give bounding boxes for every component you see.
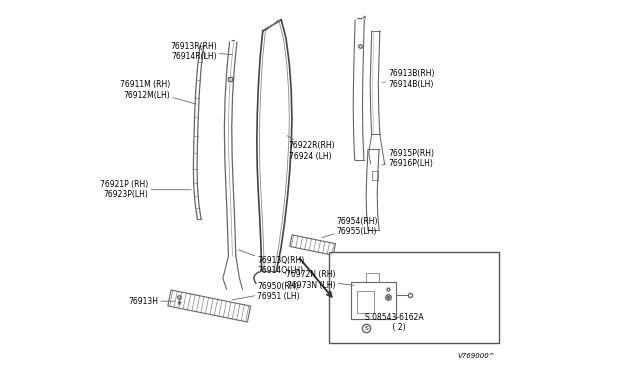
Bar	[351, 282, 396, 319]
Text: V769000^: V769000^	[458, 353, 495, 359]
Text: S 08543-6162A
    ( 2): S 08543-6162A ( 2)	[365, 313, 423, 332]
Bar	[366, 273, 379, 282]
Text: 76913H: 76913H	[128, 297, 175, 306]
Text: 76911M (RH)
76912M(LH): 76911M (RH) 76912M(LH)	[120, 80, 196, 104]
Text: 76972N (RH)
76973N (LH): 76972N (RH) 76973N (LH)	[286, 270, 354, 290]
Text: 76913Q(RH)
76914Q(LH): 76913Q(RH) 76914Q(LH)	[239, 250, 305, 275]
Text: S: S	[364, 326, 368, 331]
FancyBboxPatch shape	[329, 253, 499, 343]
Text: 76954(RH)
76955(LH): 76954(RH) 76955(LH)	[322, 217, 378, 238]
Text: 76913R(RH)
76914R(LH): 76913R(RH) 76914R(LH)	[170, 42, 232, 61]
Text: 76922R(RH)
76924 (LH): 76922R(RH) 76924 (LH)	[287, 136, 335, 161]
Text: 76915P(RH)
76916P(LH): 76915P(RH) 76916P(LH)	[382, 148, 435, 168]
Bar	[372, 171, 378, 180]
Bar	[357, 291, 374, 313]
Text: 76950(RH)
76951 (LH): 76950(RH) 76951 (LH)	[232, 282, 300, 301]
Text: 76913B(RH)
76914B(LH): 76913B(RH) 76914B(LH)	[383, 69, 435, 89]
Text: 76921P (RH)
76923P(LH): 76921P (RH) 76923P(LH)	[100, 180, 191, 199]
